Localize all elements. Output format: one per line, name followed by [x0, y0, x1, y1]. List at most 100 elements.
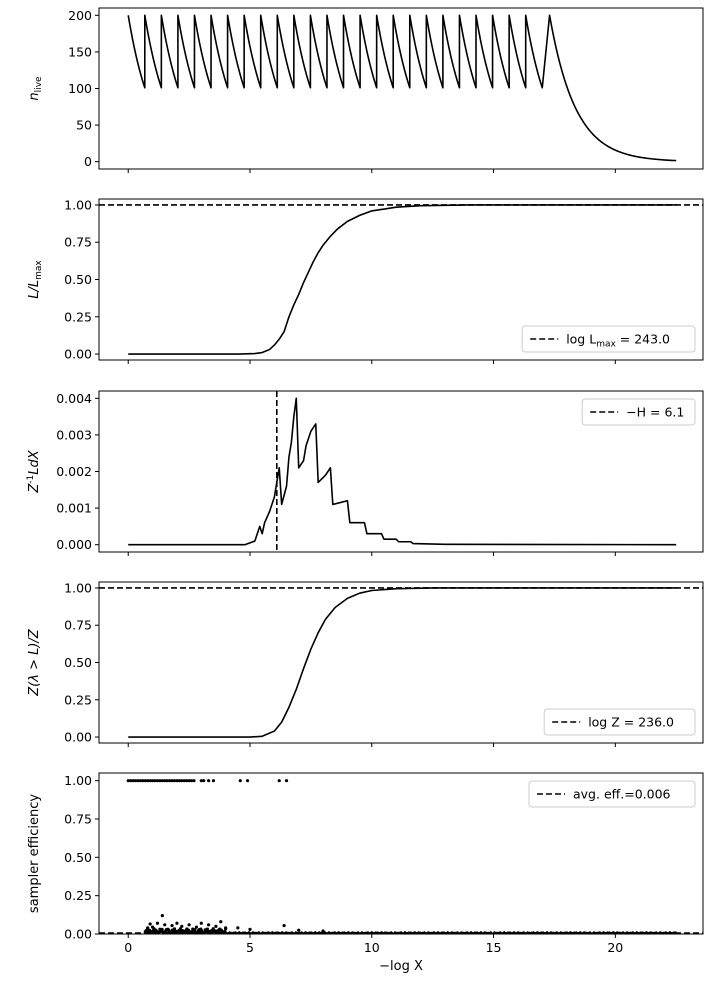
scatter-point [155, 921, 160, 925]
scatter-point [563, 931, 566, 934]
legend-box [543, 708, 696, 736]
scatter-point [199, 779, 203, 783]
y-tick-label: 0.50 [64, 850, 92, 865]
y-tick-label: 0.00 [64, 927, 92, 942]
scatter-point [483, 931, 487, 934]
scatter-point [438, 931, 442, 934]
y-tick-label: 0.002 [56, 464, 92, 479]
scatter-point [294, 931, 298, 934]
y-tick-label: 0.00 [64, 347, 92, 362]
scatter-point [126, 779, 130, 783]
scatter-point [206, 923, 211, 927]
scatter-point [165, 779, 169, 783]
x-tick-label: 15 [486, 940, 502, 955]
scatter-point [393, 931, 397, 934]
scatter-point [284, 779, 289, 783]
scatter-point [510, 931, 514, 934]
scatter-point [312, 931, 315, 934]
legend-box [521, 325, 696, 353]
y-tick-label: 1.00 [64, 197, 92, 212]
y-tick-label: 0.75 [64, 618, 92, 633]
scatter-point [187, 923, 191, 927]
y-tick-label: 200 [68, 8, 92, 23]
y-axis-label: Z(λ > L)/Z [27, 628, 42, 697]
scatter-point [194, 925, 199, 929]
scatter-point [180, 924, 184, 928]
scatter-point [446, 931, 450, 934]
scatter-point [160, 927, 164, 931]
scatter-point [282, 923, 286, 928]
x-tick-label: 5 [246, 940, 254, 955]
scatter-point [160, 914, 164, 918]
scatter-point [206, 779, 211, 783]
scatter-point [160, 779, 164, 783]
axes-frame [98, 7, 704, 170]
scatter-point [148, 922, 152, 926]
scatter-point [276, 931, 280, 934]
panel-1: 0 50 100 150 200 nlive [27, 7, 704, 173]
scatter-point [411, 931, 414, 934]
scatter-point [219, 920, 223, 924]
y-tick-label: 0.00 [64, 730, 92, 745]
panel-4: 0.00 0.25 0.50 0.75 1.00 Z(λ > L)/Z log Z = 23… [27, 580, 704, 747]
scatter-point [163, 923, 167, 927]
scatter-point [146, 779, 150, 783]
y-tick-label: 50 [76, 118, 92, 133]
x-axis-label: −log X [379, 959, 423, 974]
scatter-point [236, 926, 240, 930]
legend-box [528, 780, 696, 808]
axes-frame [98, 198, 704, 361]
scatter-point [518, 931, 522, 934]
scatter-point [141, 779, 145, 783]
x-tick-label: 10 [364, 940, 380, 955]
scatter-point [366, 931, 370, 934]
series-line [128, 397, 677, 546]
scatter-point [185, 779, 189, 783]
scatter-point [528, 931, 531, 934]
series-line [128, 204, 677, 355]
plot-area [99, 587, 703, 738]
scatter-point [175, 921, 179, 925]
legend: avg. eff.=0.006 [528, 780, 696, 808]
panel-5: 0.00 0.25 0.50 0.75 1.00 0 5 10 15 20 sampler effi… [27, 772, 704, 974]
legend-label: log Z = 236.0 [588, 715, 674, 730]
scatter-point [214, 924, 218, 928]
scatter-point [129, 779, 133, 783]
y-tick-label: 0.25 [64, 692, 92, 707]
scatter-point [473, 931, 477, 934]
plot-area [128, 391, 677, 552]
scatter-point [428, 931, 432, 934]
y-axis-label: nlive [27, 76, 44, 101]
y-tick-label: 0.000 [56, 537, 92, 552]
y-tick-label: 0.25 [64, 309, 92, 324]
scatter-point [158, 779, 162, 783]
scatter-point [339, 931, 342, 934]
axes-frame [98, 390, 704, 553]
scatter-point [193, 927, 197, 932]
scatter-point [177, 779, 181, 783]
y-tick-label: 0.75 [64, 235, 92, 250]
y-tick-label: 0.50 [64, 655, 92, 670]
scatter-point [248, 927, 252, 932]
legend: log Lmax = 243.0 [521, 325, 696, 353]
y-tick-label: 0.003 [56, 427, 92, 442]
scatter-point [148, 779, 152, 783]
y-tick-label: 0.001 [56, 501, 92, 516]
scatter-point [555, 931, 559, 934]
series-line [128, 587, 677, 738]
scatter-point [329, 931, 333, 934]
scatter-point [267, 931, 270, 934]
scatter-point [297, 928, 301, 932]
plot-area [127, 14, 677, 162]
scatter-point [205, 927, 209, 931]
scatter-point [582, 931, 586, 934]
scatter-point [277, 779, 281, 783]
y-tick-label: 100 [68, 81, 92, 96]
y-tick-label: 0.25 [64, 888, 92, 903]
scatter-point [170, 779, 174, 783]
x-tick-label: 20 [607, 940, 623, 955]
legend-label: avg. eff.=0.006 [573, 787, 671, 802]
scatter-point [153, 779, 157, 783]
scatter-point [627, 931, 631, 934]
